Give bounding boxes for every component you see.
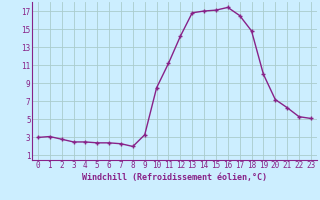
X-axis label: Windchill (Refroidissement éolien,°C): Windchill (Refroidissement éolien,°C) xyxy=(82,173,267,182)
